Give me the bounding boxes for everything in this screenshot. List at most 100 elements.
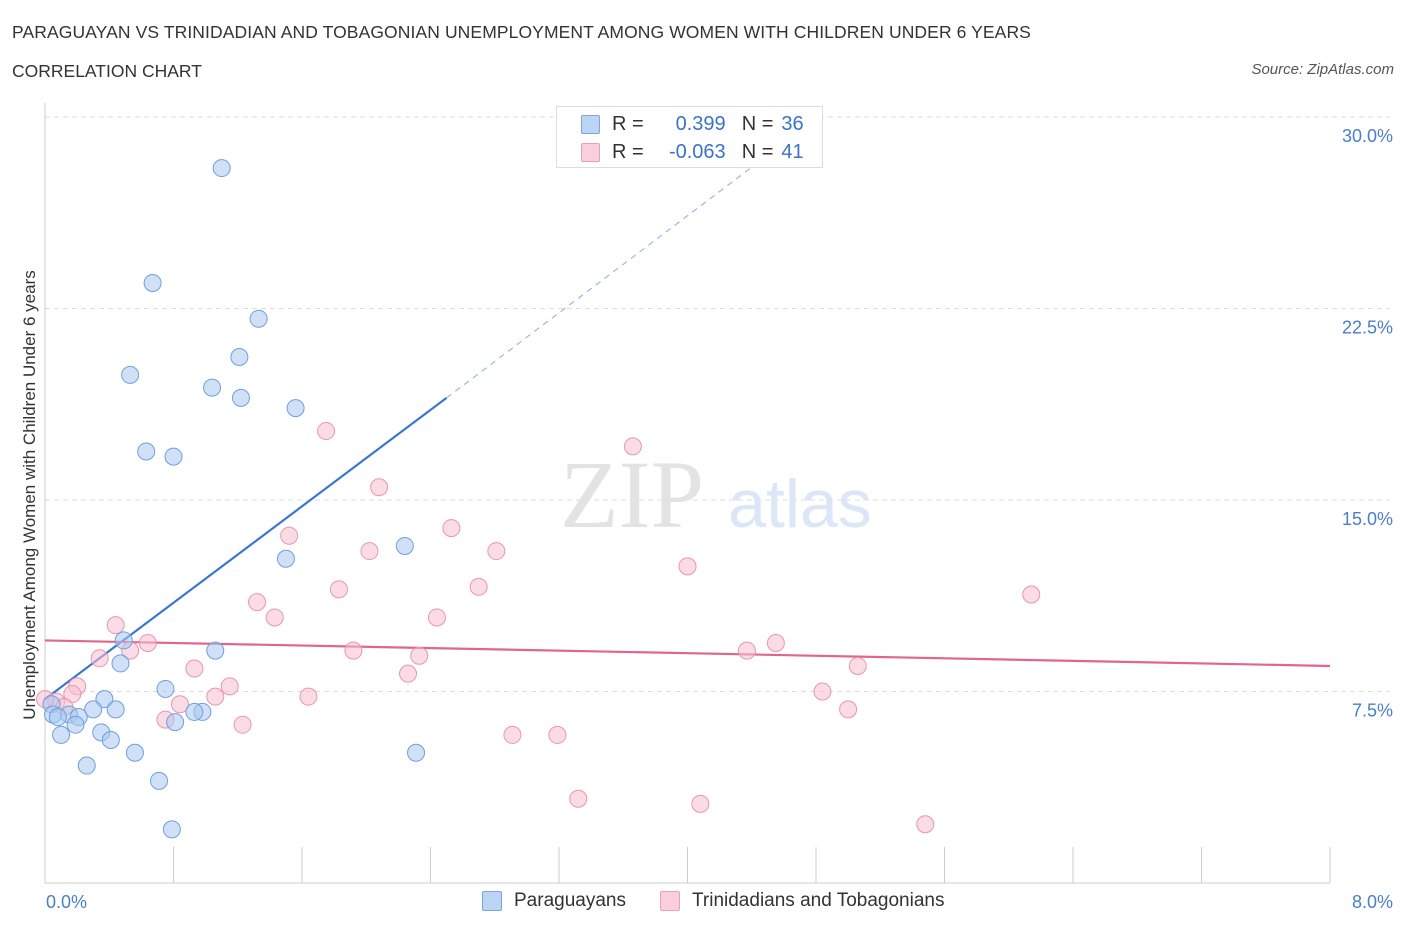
point-paraguayans xyxy=(84,700,103,719)
point-trinidadians xyxy=(766,633,785,652)
x-tick-labels: 0.0% 8.0% xyxy=(46,892,1393,912)
legend-r-label: R = xyxy=(612,140,644,163)
point-trinidadians xyxy=(63,685,82,704)
point-trinidadians xyxy=(813,682,832,701)
legend-r-value: -0.063 xyxy=(668,140,726,163)
point-paraguayans xyxy=(156,679,175,698)
legend-label-paraguayans: Paraguayans xyxy=(514,890,626,911)
point-trinidadians xyxy=(185,659,204,678)
point-trinidadians xyxy=(138,633,157,652)
watermark-atlas: atlas xyxy=(728,466,872,542)
legend-swatch-blue xyxy=(482,891,502,911)
y-tick-label: 22.5% xyxy=(1342,318,1393,338)
point-trinidadians xyxy=(280,526,299,545)
point-paraguayans xyxy=(276,549,295,568)
point-paraguayans xyxy=(206,641,225,660)
point-paraguayans xyxy=(52,725,71,744)
point-paraguayans xyxy=(166,713,185,732)
chart-title: PARAGUAYAN VS TRINIDADIAN AND TOBAGONIAN… xyxy=(12,22,1031,42)
y-tick-label: 7.5% xyxy=(1352,701,1393,721)
point-paraguayans xyxy=(185,702,204,721)
point-trinidadians xyxy=(487,542,506,561)
point-trinidadians xyxy=(737,641,756,660)
watermark: ZIP atlas xyxy=(560,441,872,548)
point-paraguayans xyxy=(407,743,426,762)
point-trinidadians xyxy=(370,478,389,497)
legend-swatch-pink xyxy=(660,891,680,911)
point-paraguayans xyxy=(212,159,231,178)
legend-row-trinidadians: R = -0.063 N = 41 xyxy=(581,140,804,164)
y-tick-label: 30.0% xyxy=(1342,126,1393,146)
point-paraguayans xyxy=(286,399,305,418)
legend-n-label: N = xyxy=(741,140,774,163)
point-paraguayans xyxy=(106,700,125,719)
point-paraguayans xyxy=(164,447,183,466)
legend-row-paraguayans: R = 0.399 N = 36 xyxy=(581,112,804,136)
stats-legend: R = 0.399 N = 36 R = -0.063 N = 41 xyxy=(556,106,823,168)
legend-r-value: 0.399 xyxy=(675,112,726,135)
axes xyxy=(44,103,1331,884)
point-trinidadians xyxy=(691,794,710,813)
point-trinidadians xyxy=(678,557,697,576)
point-trinidadians xyxy=(299,687,318,706)
legend-swatch-blue xyxy=(581,114,600,134)
point-paraguayans xyxy=(249,309,268,328)
point-trinidadians xyxy=(569,789,588,808)
x-tick-label: 0.0% xyxy=(46,892,87,912)
point-paraguayans xyxy=(231,388,250,407)
point-trinidadians xyxy=(329,580,348,599)
legend-n-label: N = xyxy=(741,112,774,135)
x-tick-label: 8.0% xyxy=(1352,892,1393,912)
chart-subtitle: CORRELATION CHART xyxy=(12,61,202,81)
point-trinidadians xyxy=(442,519,461,538)
trend-line-paraguayans-extension xyxy=(446,124,809,399)
point-trinidadians xyxy=(317,422,336,441)
point-trinidadians xyxy=(848,656,867,675)
point-paraguayans xyxy=(77,756,96,775)
series-legend: Paraguayans Trinidadians and Tobagonians xyxy=(0,890,1406,916)
data-points xyxy=(36,159,1041,839)
point-trinidadians xyxy=(106,616,125,635)
trend-lines xyxy=(44,124,1331,701)
point-trinidadians xyxy=(360,542,379,561)
point-trinidadians xyxy=(469,577,488,596)
point-paraguayans xyxy=(150,771,169,790)
point-trinidadians xyxy=(623,437,642,456)
point-trinidadians xyxy=(344,641,363,660)
legend-n-value: 41 xyxy=(781,140,804,163)
point-paraguayans xyxy=(137,442,156,461)
legend-swatch-pink xyxy=(581,142,600,162)
watermark-zip: ZIP xyxy=(560,441,704,548)
y-tick-label: 15.0% xyxy=(1342,509,1393,529)
source-label: Source: ZipAtlas.com xyxy=(1251,61,1394,78)
point-paraguayans xyxy=(143,273,162,292)
point-trinidadians xyxy=(427,608,446,627)
legend-r-label: R = xyxy=(612,112,644,135)
trend-line-paraguayans xyxy=(44,396,448,701)
point-paraguayans xyxy=(101,731,120,750)
point-trinidadians xyxy=(503,725,522,744)
point-trinidadians xyxy=(265,608,284,627)
point-paraguayans xyxy=(66,715,85,734)
point-trinidadians xyxy=(410,646,429,665)
point-trinidadians xyxy=(399,664,418,683)
point-trinidadians xyxy=(170,695,189,714)
point-trinidadians xyxy=(548,725,567,744)
point-trinidadians xyxy=(220,677,239,696)
point-trinidadians xyxy=(839,700,858,719)
point-paraguayans xyxy=(203,378,222,397)
legend-item-trinidadians: Trinidadians and Tobagonians xyxy=(660,890,944,912)
legend-n-value: 36 xyxy=(781,112,804,135)
point-paraguayans xyxy=(114,631,133,650)
point-paraguayans xyxy=(95,690,114,709)
point-trinidadians xyxy=(206,687,225,706)
point-paraguayans xyxy=(125,743,144,762)
point-trinidadians xyxy=(916,815,935,834)
y-axis-label: Unemployment Among Women with Children U… xyxy=(20,270,39,719)
point-paraguayans xyxy=(395,536,414,555)
point-paraguayans xyxy=(162,820,181,839)
point-trinidadians xyxy=(1022,585,1041,604)
point-paraguayans xyxy=(111,654,130,673)
legend-label-trinidadians: Trinidadians and Tobagonians xyxy=(692,890,945,911)
